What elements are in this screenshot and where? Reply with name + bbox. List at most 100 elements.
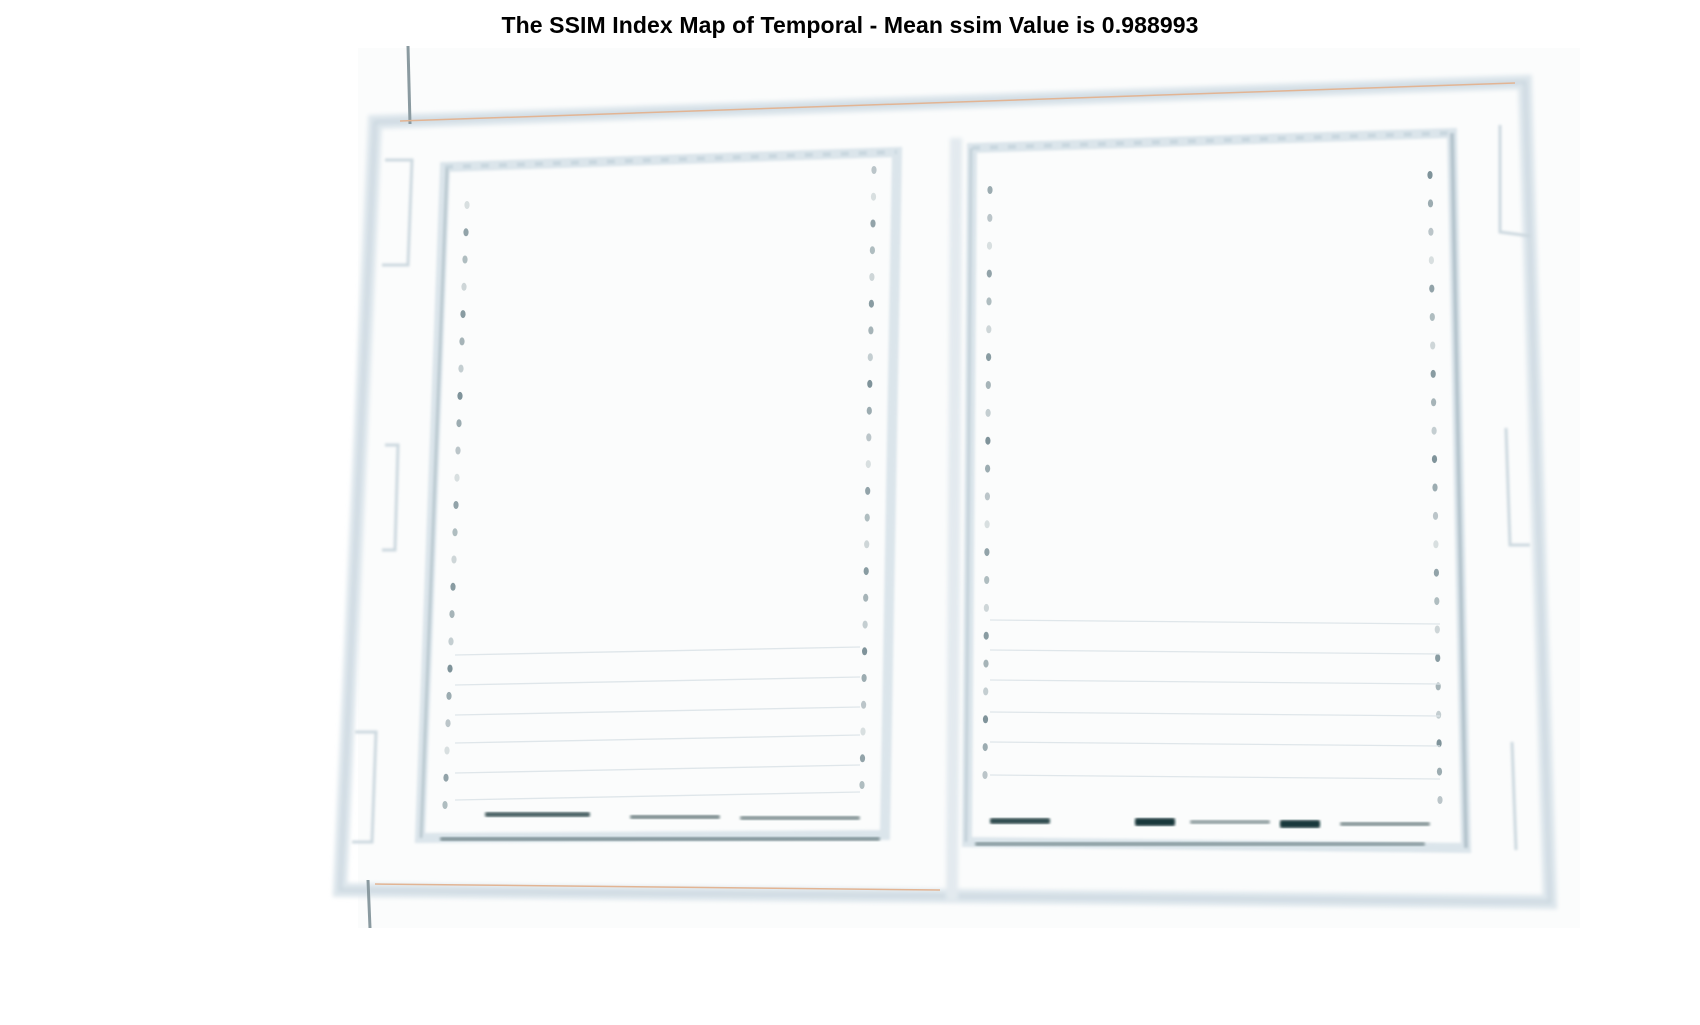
hinge-dot — [864, 513, 870, 522]
hinge-dot — [862, 647, 868, 656]
hinge-dot — [866, 433, 872, 442]
hinge-dot — [1436, 767, 1443, 776]
hinge-dot — [867, 353, 873, 362]
hinge-dot — [452, 528, 458, 537]
hinge-dot — [1432, 511, 1439, 520]
hinge-dot — [867, 379, 873, 388]
hinge-dot — [448, 637, 454, 646]
artifact-band — [1135, 818, 1175, 826]
edge-fragment-bottom-left — [366, 879, 372, 929]
hinge-dot — [863, 567, 869, 576]
hinge-dot — [459, 337, 465, 346]
hinge-dot — [1427, 199, 1434, 208]
hinge-dot — [868, 299, 875, 308]
hinge-dot — [866, 406, 872, 415]
hinge-dot — [1427, 171, 1433, 179]
slat-line — [454, 676, 861, 686]
hinge-dot — [983, 687, 989, 696]
artifact-band — [1190, 820, 1270, 824]
artifact-band — [440, 837, 880, 841]
hinge-dot — [1436, 710, 1442, 719]
artifact-band — [975, 842, 1425, 846]
hinge-dot — [1431, 426, 1437, 435]
hinge-dot — [859, 754, 866, 763]
right-sash — [961, 127, 1472, 854]
hinge-dot — [1434, 625, 1440, 634]
slat-line — [989, 619, 1441, 625]
hinge-dots — [442, 166, 1443, 809]
hinge-dot — [461, 282, 467, 291]
figure-title: The SSIM Index Map of Temporal - Mean ss… — [501, 12, 1199, 38]
hinge-dot — [860, 727, 866, 736]
hinge-dot — [1434, 597, 1440, 606]
hinge-dot — [457, 391, 463, 400]
hinge-dot — [1436, 739, 1442, 748]
hinge-dot — [863, 593, 869, 602]
slat-line — [989, 711, 1441, 717]
hinge-dot — [445, 719, 451, 728]
hinge-dot — [450, 582, 456, 591]
hinge-dot — [986, 241, 993, 250]
hinge-dot — [862, 620, 868, 629]
hinge-dot — [983, 603, 990, 612]
hinge-dot — [1429, 313, 1435, 321]
slat-lines — [454, 619, 1441, 801]
edge-fragment-top-left — [406, 45, 412, 125]
hinge-dot — [464, 201, 470, 209]
hinge-dot — [865, 460, 871, 469]
slat-line — [454, 734, 861, 744]
hinge-dot — [456, 419, 462, 428]
hinge-dot — [861, 674, 867, 682]
hinge-dot — [446, 691, 452, 700]
hinge-dot — [982, 743, 988, 752]
artifact-band — [1340, 822, 1430, 826]
hinge-dot — [1432, 483, 1438, 492]
hinge-dot — [1429, 284, 1435, 293]
hinge-dot — [861, 700, 867, 709]
hinge-dot — [451, 555, 457, 564]
slat-line — [989, 679, 1441, 685]
hinge-dot — [986, 269, 992, 278]
slat-line — [454, 791, 861, 801]
bottom-artifacts — [440, 812, 1430, 846]
hinge-dot — [984, 520, 990, 529]
hinge-dot — [985, 408, 991, 417]
slat-line — [454, 706, 861, 716]
hinge-dot — [443, 773, 449, 782]
hinge-dot — [1430, 341, 1436, 350]
hinge-dot — [869, 246, 876, 255]
hinge-dot — [447, 664, 453, 673]
hinge-dot — [444, 746, 450, 755]
slat-line — [989, 774, 1441, 780]
hinge-dot — [453, 501, 459, 509]
artifact-band — [485, 812, 590, 817]
hinge-dot — [871, 166, 877, 174]
hinge-dot — [449, 610, 455, 619]
artifact-band — [740, 816, 860, 820]
slat-line — [454, 764, 861, 774]
hinge-dot — [458, 364, 464, 373]
hinge-dot — [1435, 654, 1441, 662]
hinge-dot — [984, 492, 991, 501]
hinge-dot — [859, 781, 865, 789]
hinge-dot — [869, 273, 875, 281]
hinge-dot — [982, 715, 989, 724]
hinge-dot — [463, 228, 469, 237]
hinge-dot — [462, 255, 468, 264]
hinge-dot — [1437, 796, 1443, 804]
hinge-dot — [986, 297, 992, 306]
hinge-dot — [983, 659, 989, 668]
hinge-dot — [985, 464, 991, 473]
hinge-dot — [1433, 568, 1439, 577]
artifact-band — [990, 818, 1050, 824]
hinge-dot — [987, 213, 993, 222]
hinge-dot — [983, 631, 989, 640]
bottom-edge-line — [374, 883, 941, 891]
hinge-dot — [870, 219, 876, 228]
hinge-dot — [454, 473, 460, 482]
hinge-dot — [984, 548, 990, 557]
hinge-dot — [987, 186, 993, 194]
hinge-dot — [460, 310, 466, 319]
